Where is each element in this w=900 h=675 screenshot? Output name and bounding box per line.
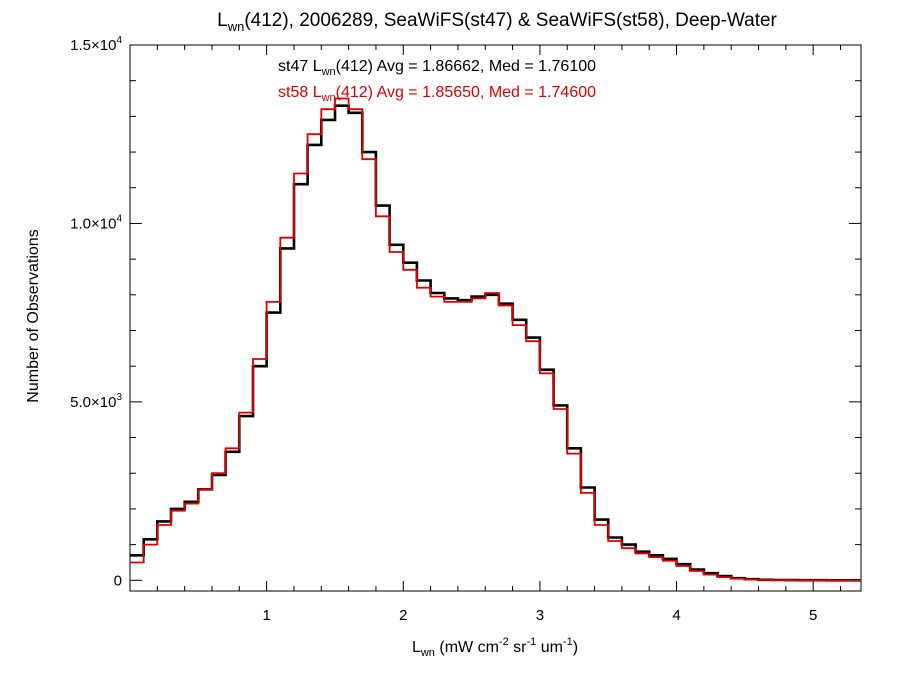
- y-axis-label: Number of Observations: [25, 229, 42, 402]
- y-tick-label: 5.0×103: [70, 392, 122, 411]
- x-tick-label: 1: [262, 607, 270, 624]
- stats-annotation-st47: st47 Lwn(412) Avg = 1.86662, Med = 1.761…: [278, 58, 596, 78]
- plot-frame: [129, 44, 862, 592]
- axis-tick-labels: 1 2 3 4 5 0 5.0×103 1.0×104 1.5×104: [70, 35, 817, 624]
- x-tick-label: 4: [672, 607, 680, 624]
- chart-title: Lwn(412), 2006289, SeaWiFS(st47) & SeaWi…: [217, 10, 777, 34]
- axis-ticks: [130, 44, 861, 591]
- annotations-group: st47 Lwn(412) Avg = 1.86662, Med = 1.761…: [278, 58, 596, 104]
- x-axis-label: Lwn (mW cm-2 sr-1 um-1): [412, 636, 578, 659]
- x-tick-label: 2: [399, 607, 407, 624]
- series-group: [130, 97, 861, 582]
- x-tick-label: 3: [536, 607, 544, 624]
- series-line-st47: [130, 104, 861, 582]
- stats-annotation-st58: st58 Lwn(412) Avg = 1.85650, Med = 1.746…: [278, 84, 596, 104]
- y-tick-label: 1.0×104: [70, 213, 122, 232]
- x-tick-label: 5: [809, 607, 817, 624]
- y-tick-label: 1.5×104: [70, 35, 122, 54]
- y-tick-label: 0: [114, 572, 122, 589]
- series-line-st58: [130, 97, 861, 582]
